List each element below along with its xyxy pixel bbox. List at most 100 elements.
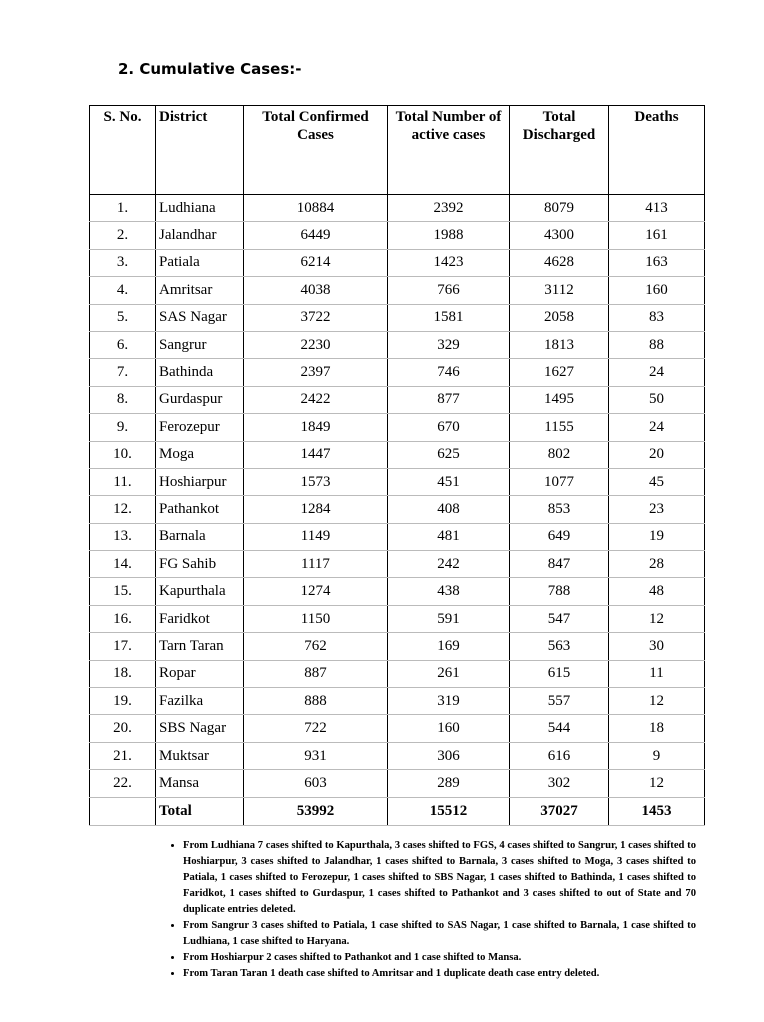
table-row: 9. Ferozepur 1849 670 1155 24 <box>89 413 705 442</box>
table-cell: 14. <box>89 550 156 579</box>
table-cell: 788 <box>509 577 609 606</box>
table-cell: 6. <box>89 330 156 360</box>
header-cell: S. No. <box>89 105 156 195</box>
table-cell: 802 <box>509 440 609 469</box>
table-cell: 746 <box>387 358 510 387</box>
table-cell: 11 <box>608 659 705 689</box>
district-cell: Barnala <box>155 522 244 552</box>
table-row: 13. Barnala 1149 481 649 19 <box>89 522 705 552</box>
cases-table: S. No. District Total Confirmed Cases Total… <box>89 105 705 826</box>
table-cell: 48 <box>608 577 705 606</box>
table-cell: 5. <box>89 303 156 332</box>
table-cell: 3722 <box>243 303 388 332</box>
table-cell: 161 <box>608 221 705 250</box>
table-row: 2. Jalandhar 6449 1988 4300 161 <box>89 221 705 250</box>
table-cell: 23 <box>608 495 705 524</box>
table-row: 8. Gurdaspur 2422 877 1495 50 <box>89 385 705 415</box>
notes: From Ludhiana 7 cases shifted to Kapurth… <box>165 838 696 982</box>
table-cell: 563 <box>509 632 609 661</box>
table-row: 12. Pathankot 1284 408 853 23 <box>89 495 705 524</box>
table-cell: 18 <box>608 714 705 743</box>
table-cell: 15. <box>89 577 156 606</box>
table-cell: 1573 <box>243 467 388 497</box>
table-cell: 544 <box>509 714 609 743</box>
table-cell: 83 <box>608 303 705 332</box>
district-cell: SBS Nagar <box>155 714 244 743</box>
table-row: 4. Amritsar 4038 766 3112 160 <box>89 276 705 305</box>
table-cell: 242 <box>387 550 510 579</box>
table-row: 10. Moga 1447 625 802 20 <box>89 440 705 469</box>
table-cell: 438 <box>387 577 510 606</box>
table-cell: 616 <box>509 741 609 771</box>
note: From Ludhiana 7 cases shifted to Kapurth… <box>183 838 696 918</box>
total-cell: 15512 <box>387 796 510 826</box>
table-cell: 50 <box>608 385 705 415</box>
district-cell: FG Sahib <box>155 550 244 579</box>
table-row: 21. Muktsar 931 306 616 9 <box>89 741 705 771</box>
table-cell: 302 <box>509 769 609 798</box>
table-row: 6. Sangrur 2230 329 1813 88 <box>89 330 705 360</box>
table-cell: 766 <box>387 276 510 305</box>
district-cell: Hoshiarpur <box>155 467 244 497</box>
table-cell: 413 <box>608 193 705 223</box>
table-cell: 931 <box>243 741 388 771</box>
table-cell: 45 <box>608 467 705 497</box>
total-row: Total 53992 15512 37027 1453 <box>89 796 705 826</box>
table-row: 22. Mansa 603 289 302 12 <box>89 769 705 798</box>
table-cell: 1284 <box>243 495 388 524</box>
table-cell: 451 <box>387 467 510 497</box>
table-cell: 3112 <box>509 276 609 305</box>
table-cell: 603 <box>243 769 388 798</box>
note: From Sangrur 3 cases shifted to Patiala,… <box>183 918 696 950</box>
table-cell: 853 <box>509 495 609 524</box>
district-cell: Ropar <box>155 659 244 689</box>
table-cell: 2230 <box>243 330 388 360</box>
district-cell: Pathankot <box>155 495 244 524</box>
district-cell: Kapurthala <box>155 577 244 606</box>
table-cell: 615 <box>509 659 609 689</box>
district-cell: Patiala <box>155 248 244 278</box>
header-cell: Total Confirmed Cases <box>243 105 388 195</box>
table-cell: 12. <box>89 495 156 524</box>
total-cell: 37027 <box>509 796 609 826</box>
district-cell: Jalandhar <box>155 221 244 250</box>
table-row: 11. Hoshiarpur 1573 451 1077 45 <box>89 467 705 497</box>
table-cell: 4. <box>89 276 156 305</box>
table-cell: 160 <box>387 714 510 743</box>
heading: 2. Cumulative Cases:- <box>118 60 302 78</box>
table-cell: 4300 <box>509 221 609 250</box>
table-cell: 2397 <box>243 358 388 387</box>
table-cell: 649 <box>509 522 609 552</box>
table-cell: 1155 <box>509 413 609 442</box>
table-row: 1. Ludhiana 10884 2392 8079 413 <box>89 193 705 223</box>
table-row: 3. Patiala 6214 1423 4628 163 <box>89 248 705 278</box>
table-body: 1. Ludhiana 10884 2392 8079 413 2. Jalandhar 644… <box>89 193 705 826</box>
table-cell: 24 <box>608 358 705 387</box>
header-cell: Total Discharged <box>509 105 609 195</box>
district-cell: Sangrur <box>155 330 244 360</box>
table-cell: 19. <box>89 687 156 716</box>
table-cell: 877 <box>387 385 510 415</box>
district-cell: Faridkot <box>155 604 244 634</box>
table-cell: 19 <box>608 522 705 552</box>
table-cell: 6449 <box>243 221 388 250</box>
district-cell: Muktsar <box>155 741 244 771</box>
table-cell: 1988 <box>387 221 510 250</box>
table-cell: 6214 <box>243 248 388 278</box>
table-cell: 1447 <box>243 440 388 469</box>
table-cell: 10884 <box>243 193 388 223</box>
table-cell: 10. <box>89 440 156 469</box>
table-cell: 1117 <box>243 550 388 579</box>
table-cell: 547 <box>509 604 609 634</box>
district-cell: Bathinda <box>155 358 244 387</box>
table-cell: 408 <box>387 495 510 524</box>
header-cell: Total Number of active cases <box>387 105 510 195</box>
total-label: Total <box>155 796 244 826</box>
table-cell: 13. <box>89 522 156 552</box>
table-cell: 306 <box>387 741 510 771</box>
table-cell: 160 <box>608 276 705 305</box>
note: From Taran Taran 1 death case shifted to… <box>183 966 696 982</box>
table-row: 17. Tarn Taran 762 169 563 30 <box>89 632 705 661</box>
table-cell: 1627 <box>509 358 609 387</box>
